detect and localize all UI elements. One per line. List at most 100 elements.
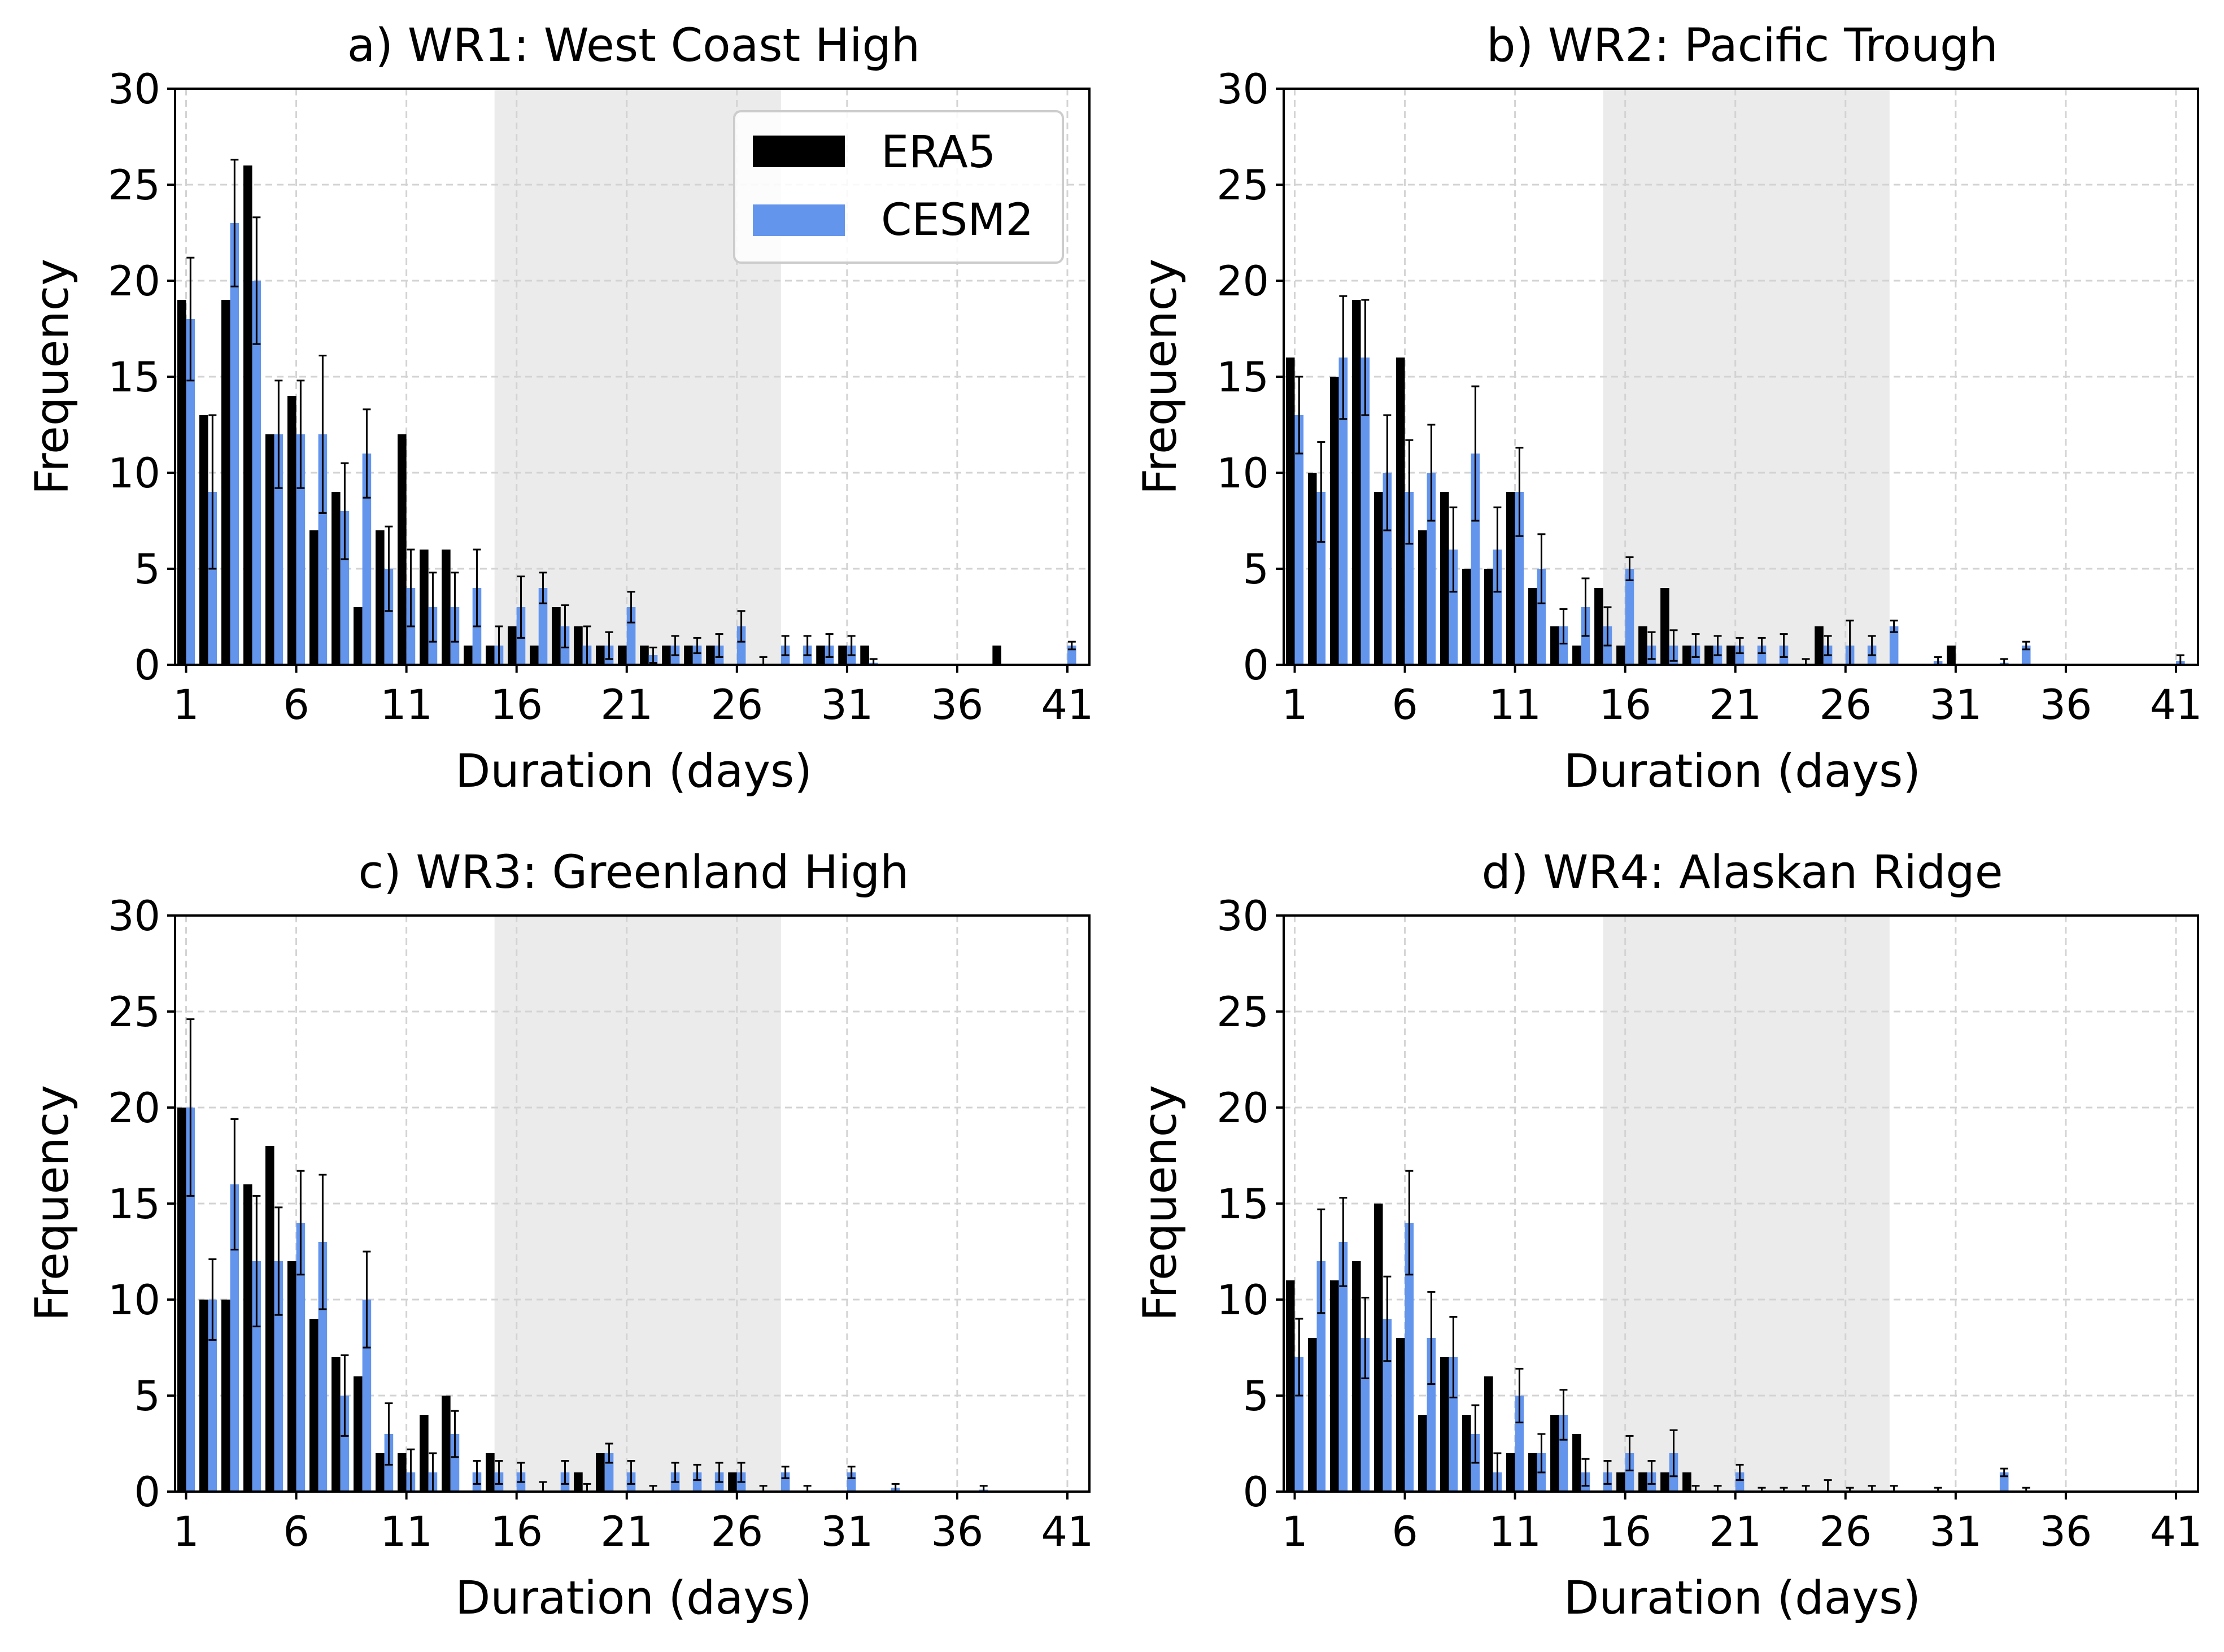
- bar-era5: [177, 1108, 186, 1492]
- x-tick-label: 31: [1929, 1508, 1982, 1556]
- y-tick-label: 10: [108, 450, 160, 498]
- bar-era5: [442, 1396, 451, 1492]
- error-bar: [847, 635, 856, 656]
- bar-era5: [1351, 300, 1361, 665]
- error-bar: [1493, 506, 1502, 593]
- error-bar: [363, 408, 371, 499]
- bar-era5: [1682, 1472, 1691, 1492]
- bar-era5: [1329, 377, 1339, 665]
- bar-cesm2: [626, 607, 636, 665]
- error-bar: [1581, 1458, 1590, 1487]
- error-bar: [1067, 640, 1076, 651]
- error-bar: [319, 355, 327, 514]
- bar-cesm2: [252, 1261, 261, 1492]
- bar-era5: [1616, 1472, 1625, 1492]
- error-bar: [1405, 439, 1414, 545]
- error-bar: [671, 635, 679, 656]
- error-bar: [208, 414, 217, 570]
- bar-era5: [464, 646, 473, 665]
- error-bar: [1295, 1318, 1303, 1397]
- x-axis-label: Duration (days): [455, 1572, 812, 1625]
- error-bar: [693, 1463, 701, 1481]
- error-bar: [1824, 635, 1832, 656]
- error-bar: [473, 1460, 481, 1485]
- bar-era5: [1682, 646, 1691, 665]
- x-tick-label: 16: [490, 681, 543, 729]
- error-bar: [517, 576, 525, 639]
- bar-era5: [1815, 626, 1824, 665]
- bar-era5: [706, 646, 715, 665]
- bar-cesm2: [1427, 1338, 1436, 1492]
- error-bar: [1537, 1433, 1546, 1474]
- error-bar: [1735, 1463, 1744, 1481]
- x-tick-label: 11: [1489, 1508, 1541, 1556]
- y-tick-label: 0: [134, 642, 160, 690]
- bar-era5: [1484, 569, 1493, 665]
- error-bar: [1317, 1208, 1325, 1314]
- error-bar: [627, 591, 635, 624]
- x-tick-label: 6: [1392, 1508, 1418, 1556]
- panel-title: c) WR3: Greenland High: [359, 846, 909, 899]
- bar-era5: [442, 550, 451, 665]
- bar-era5: [728, 1472, 737, 1492]
- bar-cesm2: [340, 511, 350, 665]
- bar-cesm2: [1735, 1472, 1745, 1492]
- bar-cesm2: [362, 454, 372, 665]
- bar-era5: [1572, 1434, 1581, 1492]
- x-tick-label: 31: [821, 681, 873, 729]
- y-tick-label: 0: [134, 1468, 160, 1516]
- legend-label-cesm2: CESM2: [881, 195, 1033, 246]
- bar-cesm2: [318, 1242, 328, 1492]
- error-bar: [274, 1206, 283, 1316]
- bar-cesm2: [296, 1223, 306, 1492]
- bar-cesm2: [340, 1396, 350, 1492]
- error-bar: [715, 633, 723, 658]
- error-bar: [451, 572, 459, 643]
- bar-cesm2: [1625, 569, 1634, 665]
- x-axis-label: Duration (days): [1564, 1572, 1921, 1625]
- y-tick-label: 20: [1216, 258, 1269, 306]
- y-tick-label: 30: [1216, 66, 1269, 114]
- y-tick-label: 25: [108, 988, 160, 1036]
- error-bar: [208, 1258, 217, 1341]
- bar-era5: [420, 550, 429, 665]
- error-bar: [1758, 637, 1766, 655]
- error-bar: [693, 637, 701, 655]
- error-bar: [1647, 1460, 1656, 1485]
- x-tick-label: 6: [1392, 681, 1418, 729]
- x-tick-label: 41: [2150, 681, 2203, 729]
- x-tick-label: 36: [2039, 1508, 2092, 1556]
- error-bar: [1537, 533, 1546, 604]
- error-bar: [1449, 506, 1458, 593]
- bar-era5: [1572, 646, 1581, 665]
- x-tick-label: 1: [173, 1508, 199, 1556]
- error-bar: [715, 1462, 723, 1483]
- bar-cesm2: [1537, 569, 1546, 665]
- y-tick-label: 25: [1216, 988, 1269, 1036]
- bar-era5: [508, 626, 517, 665]
- bar-cesm2: [1383, 1319, 1392, 1492]
- bar-cesm2: [208, 1300, 217, 1492]
- bar-cesm2: [274, 1261, 284, 1492]
- legend-label-era5: ERA5: [881, 127, 996, 178]
- bar-cesm2: [1559, 626, 1568, 665]
- bar-era5: [1307, 473, 1317, 665]
- legend: ERA5 CESM2: [733, 110, 1064, 264]
- bar-era5: [1285, 358, 1295, 665]
- panel-title: a) WR1: West Coast High: [347, 19, 920, 72]
- y-tick-label: 5: [134, 1372, 160, 1420]
- bar-era5: [486, 646, 495, 665]
- bar-cesm2: [1449, 550, 1458, 665]
- error-bar: [1339, 295, 1348, 420]
- x-tick-label: 21: [1709, 1508, 1761, 1556]
- bar-cesm2: [1338, 1242, 1348, 1492]
- bar-era5: [1418, 1415, 1427, 1492]
- bar-era5: [331, 492, 341, 665]
- bar-era5: [574, 626, 583, 665]
- x-tick-label: 36: [2039, 681, 2092, 729]
- legend-swatch-cesm2: [753, 204, 845, 236]
- error-bar: [385, 525, 393, 612]
- x-tick-label: 1: [1281, 681, 1307, 729]
- bar-cesm2: [538, 588, 548, 665]
- legend-swatch-era5: [753, 136, 845, 167]
